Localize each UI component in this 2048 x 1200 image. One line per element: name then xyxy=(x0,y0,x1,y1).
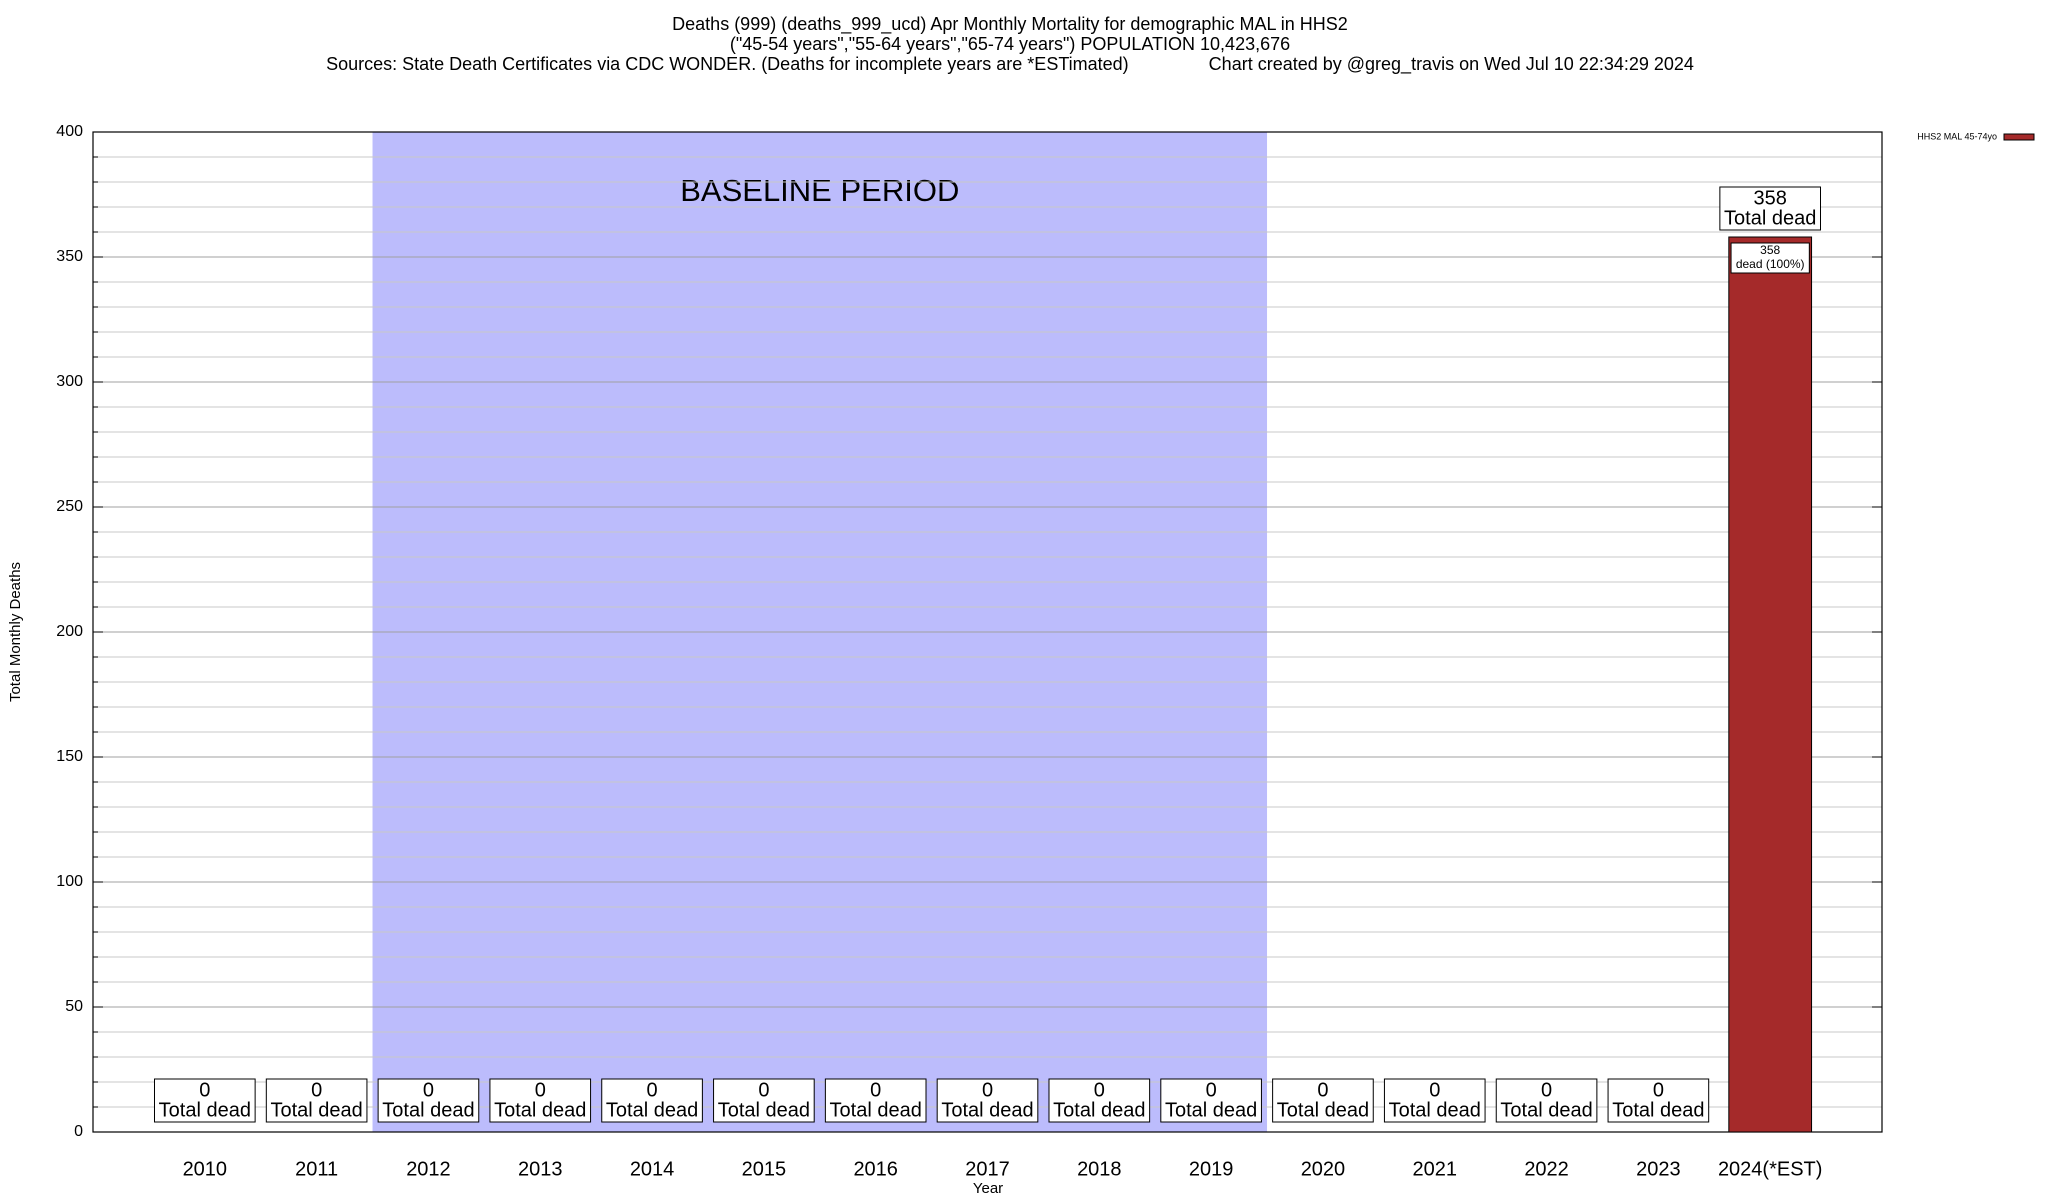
total-text-label: Total dead xyxy=(1500,1099,1592,1121)
x-axis-label: Year xyxy=(973,1180,1003,1197)
y-tick-label: 250 xyxy=(56,498,83,515)
x-tick-label: 2024(*EST) xyxy=(1718,1158,1823,1180)
total-value-label: 0 xyxy=(1541,1079,1552,1101)
total-label-box xyxy=(1607,1078,1710,1123)
chart-subtitle: ("45-54 years","55-64 years","65-74 year… xyxy=(730,34,1290,54)
total-label-box xyxy=(713,1078,815,1123)
total-value-label: 0 xyxy=(1429,1079,1440,1101)
total-label-box xyxy=(936,1078,1039,1123)
x-tick-label: 2010 xyxy=(183,1158,228,1180)
total-value-label: 0 xyxy=(423,1079,434,1101)
x-tick-label: 2014 xyxy=(630,1158,675,1180)
total-text-label: Total dead xyxy=(270,1099,362,1121)
total-text-label: Total dead xyxy=(1389,1099,1481,1121)
total-value-label: 0 xyxy=(647,1079,658,1101)
total-text-label: Total dead xyxy=(718,1099,810,1121)
total-label-box xyxy=(1160,1078,1262,1123)
bar xyxy=(1728,236,1813,1133)
total-label-box xyxy=(1383,1078,1486,1123)
total-label-box xyxy=(1048,1078,1151,1123)
total-value-label: 0 xyxy=(982,1079,993,1101)
baseline-label: BASELINE PERIOD xyxy=(680,173,959,208)
total-text-label: Total dead xyxy=(1724,207,1816,229)
y-tick-label: 0 xyxy=(74,1123,83,1140)
total-label-box xyxy=(153,1078,256,1123)
total-text-label: Total dead xyxy=(1053,1099,1145,1121)
total-text-label: Total dead xyxy=(1612,1099,1704,1121)
total-value-label: 0 xyxy=(199,1079,210,1101)
total-text-label: Total dead xyxy=(1277,1099,1369,1121)
total-label-box xyxy=(377,1078,480,1123)
x-tick-label: 2023 xyxy=(1636,1158,1681,1180)
x-tick-label: 2015 xyxy=(742,1158,787,1180)
total-label-box xyxy=(1495,1078,1598,1123)
total-text-label: Total dead xyxy=(1165,1099,1257,1121)
total-label-box xyxy=(265,1078,368,1123)
x-tick-label: 2018 xyxy=(1077,1158,1122,1180)
total-text-label: Total dead xyxy=(382,1099,474,1121)
x-tick-label: 2022 xyxy=(1524,1158,1569,1180)
segment-value-label: 358 xyxy=(1760,243,1780,257)
total-label-box xyxy=(489,1078,592,1123)
y-tick-label: 200 xyxy=(56,623,83,640)
y-tick-label: 350 xyxy=(56,248,83,265)
legend-label: HHS2 MAL 45-74yo xyxy=(1917,131,1997,141)
x-tick-label: 2017 xyxy=(965,1158,1010,1180)
chart-title: Deaths (999) (deaths_999_ucd) Apr Monthl… xyxy=(672,14,1348,35)
total-label-box xyxy=(824,1078,927,1123)
total-value-label: 0 xyxy=(535,1079,546,1101)
y-tick-label: 50 xyxy=(65,998,83,1015)
x-tick-label: 2019 xyxy=(1189,1158,1234,1180)
x-tick-label: 2021 xyxy=(1413,1158,1458,1180)
total-value-label: 358 xyxy=(1754,187,1787,209)
x-tick-label: 2016 xyxy=(853,1158,898,1180)
y-tick-label: 300 xyxy=(56,373,83,390)
x-tick-label: 2020 xyxy=(1301,1158,1346,1180)
x-tick-label: 2013 xyxy=(518,1158,563,1180)
total-text-label: Total dead xyxy=(494,1099,586,1121)
y-axis-label: Total Monthly Deaths xyxy=(7,562,24,702)
x-tick-label: 2011 xyxy=(295,1158,338,1180)
total-text-label: Total dead xyxy=(941,1099,1033,1121)
total-label-box xyxy=(601,1078,703,1123)
total-value-label: 0 xyxy=(870,1079,881,1101)
total-label-box xyxy=(1719,186,1822,231)
total-label-box xyxy=(1272,1078,1374,1123)
total-text-label: Total dead xyxy=(159,1099,251,1121)
total-value-label: 0 xyxy=(311,1079,322,1101)
legend-swatch xyxy=(2003,133,2035,141)
total-value-label: 0 xyxy=(1317,1079,1328,1101)
y-tick-label: 400 xyxy=(56,123,83,140)
x-tick-label: 2012 xyxy=(406,1158,451,1180)
total-value-label: 0 xyxy=(1206,1079,1217,1101)
total-text-label: Total dead xyxy=(606,1099,698,1121)
segment-text-label: dead (100%) xyxy=(1736,257,1805,271)
y-tick-label: 100 xyxy=(56,873,83,890)
chart-source: Sources: State Death Certificates via CD… xyxy=(326,54,1694,75)
segment-label-box xyxy=(1730,242,1810,274)
total-value-label: 0 xyxy=(1094,1079,1105,1101)
plot-frame xyxy=(92,131,1883,1133)
y-tick-label: 150 xyxy=(56,748,83,765)
total-text-label: Total dead xyxy=(830,1099,922,1121)
total-value-label: 0 xyxy=(1653,1079,1664,1101)
total-value-label: 0 xyxy=(758,1079,769,1101)
